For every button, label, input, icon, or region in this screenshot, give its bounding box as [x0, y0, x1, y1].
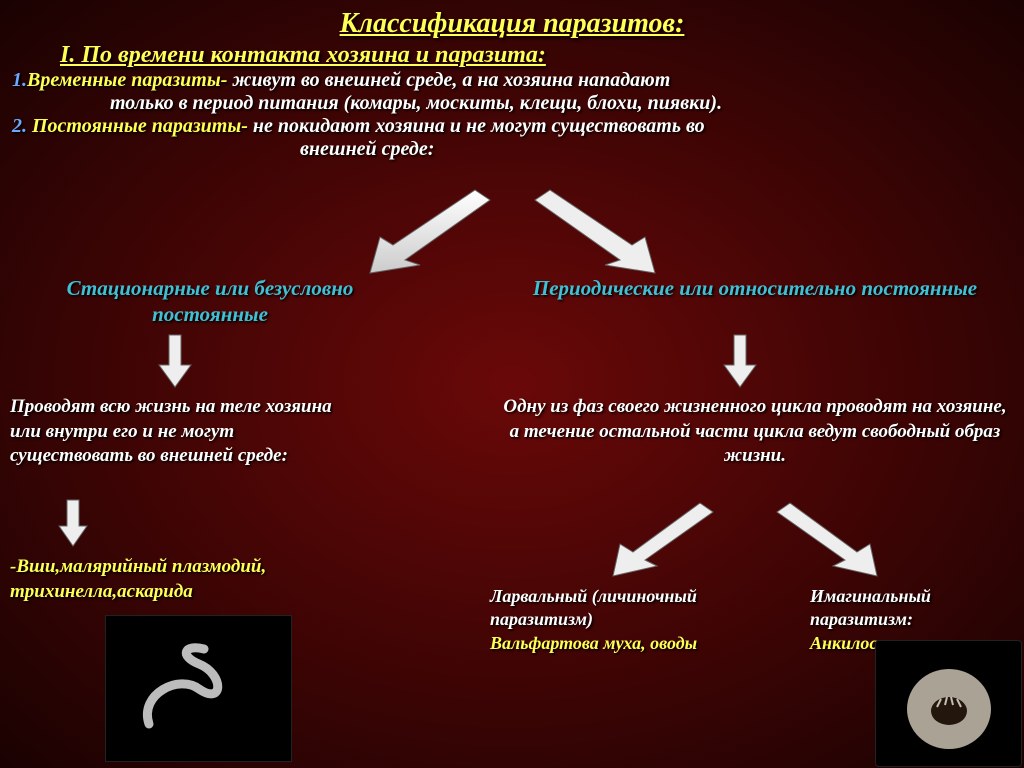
item-1-rest: живут во внешней среде, а на хозяина нап… [227, 69, 670, 91]
item-2: 2. Постоянные паразиты- не покидают хозя… [0, 115, 1024, 138]
branch-left-label: Стационарные или безусловно постоянные [10, 275, 410, 328]
arrow-subsplit-right [775, 500, 895, 580]
branch-left-desc: Проводят всю жизнь на теле хозяина или в… [10, 395, 350, 469]
branch-right-label: Периодические или относительно постоянны… [500, 275, 1010, 301]
item-1-cont: только в период питания (комары, москиты… [0, 92, 1024, 115]
arrow-down-right [720, 335, 760, 390]
subbranch-left: Ларвальный (личиночный паразитизм) Вальф… [490, 585, 720, 655]
item-2-number: 2. [12, 115, 27, 137]
arrow-down-left [155, 335, 195, 390]
item-2-rest: не покидают хозяина и не могут существов… [248, 115, 705, 137]
subbranch-left-examples: Вальфартова муха, оводы [490, 633, 697, 653]
arrow-down-examples [55, 500, 91, 548]
branch-left-examples: -Вши,малярийный плазмодий, трихинелла,ас… [10, 555, 360, 604]
branch-right-desc: Одну из фаз своего жизненного цикла пров… [500, 395, 1010, 469]
item-1-term: Временные паразиты- [27, 69, 227, 91]
arrow-split-right [530, 185, 680, 275]
item-1-number: 1. [12, 69, 27, 91]
worm-image-left [105, 615, 292, 762]
subbranch-right-label: Имагинальный паразитизм: [810, 586, 931, 629]
arrow-subsplit-left [595, 500, 715, 580]
subbranch-left-label: Ларвальный (личиночный паразитизм) [490, 586, 697, 629]
item-2-term: Постоянные паразиты- [27, 115, 248, 137]
item-1: 1.Временные паразиты- живут во внешней с… [0, 69, 1024, 92]
item-2-cont: внешней среде: [0, 138, 1024, 161]
slide-title: Классификация паразитов: [0, 0, 1024, 40]
arrow-split-left [345, 185, 495, 275]
slide-subtitle: I. По времени контакта хозяина и паразит… [0, 40, 1024, 69]
worm-image-right [875, 640, 1022, 767]
